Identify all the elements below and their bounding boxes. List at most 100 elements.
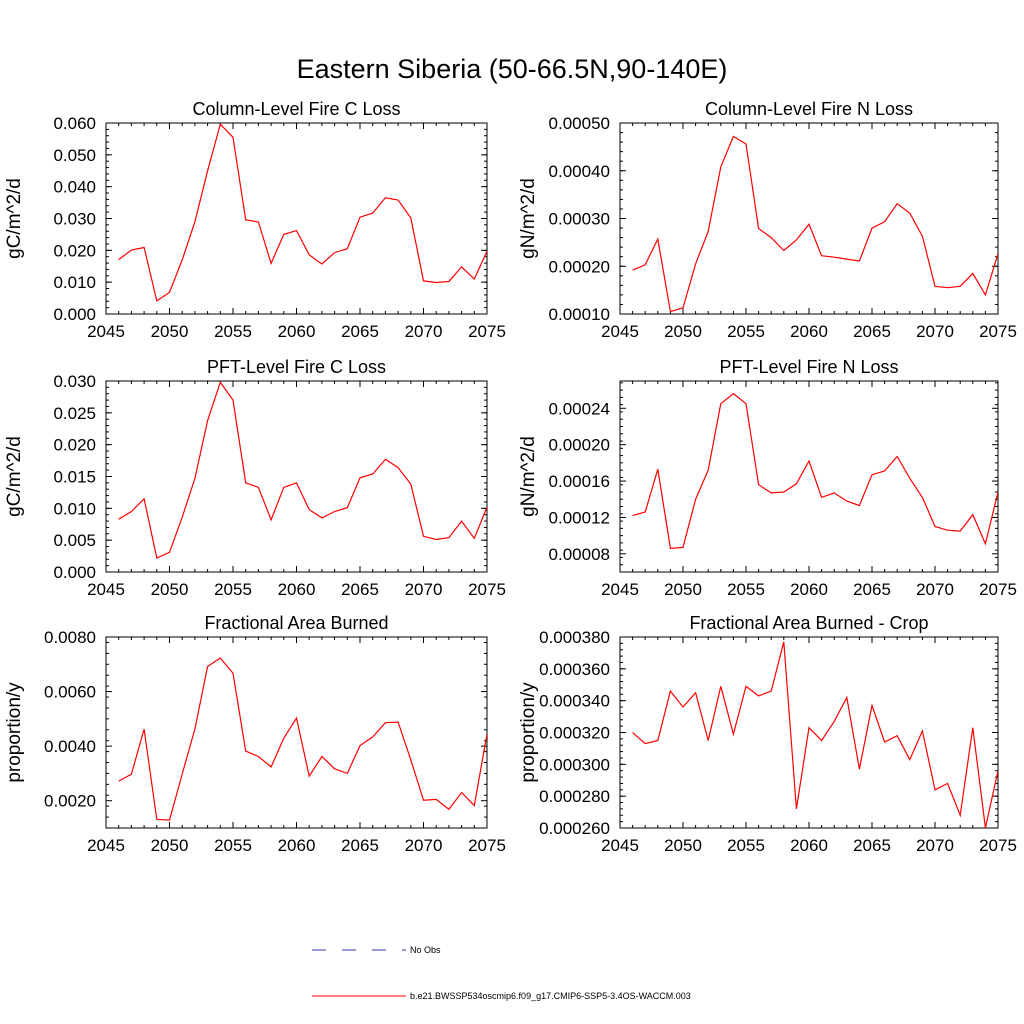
x-tick-label: 2045 (601, 836, 639, 855)
x-tick-label: 2060 (278, 836, 316, 855)
y-axis-label: gC/m^2/d (4, 436, 25, 517)
x-tick-label: 2060 (278, 580, 316, 599)
x-tick-label: 2045 (601, 580, 639, 599)
y-tick-label: 0.000 (53, 305, 96, 324)
x-tick-label: 2070 (916, 580, 954, 599)
x-tick-label: 2060 (790, 836, 828, 855)
chart-panel-6: Fractional Area Burned - Crop proportion/… (518, 613, 1017, 855)
chart-panel-4: PFT-Level Fire N Loss gN/m^2/d 2045 2050 205… (518, 357, 1017, 599)
x-tick-label: 2055 (214, 322, 252, 341)
x-tick-label: 2070 (916, 836, 954, 855)
y-tick-label: 0.0020 (44, 792, 96, 811)
x-tick-label: 2065 (853, 580, 891, 599)
x-tick-label: 2055 (727, 580, 765, 599)
y-tick-label: 0.00024 (549, 399, 610, 418)
y-tick-label: 0.00020 (549, 257, 610, 276)
x-tick-label: 2050 (151, 836, 189, 855)
panel-title: PFT-Level Fire C Loss (207, 357, 386, 377)
x-tick-label: 2050 (664, 836, 702, 855)
panel-title: Column-Level Fire C Loss (192, 99, 400, 119)
x-tick-label: 2045 (87, 836, 125, 855)
y-axis-label: gC/m^2/d (4, 178, 25, 259)
y-tick-label: 0.000320 (539, 724, 610, 743)
y-tick-label: 0.060 (53, 114, 96, 133)
series-line-1 (118, 123, 487, 302)
x-tick-label: 2075 (979, 836, 1017, 855)
x-tick-label: 2045 (87, 580, 125, 599)
y-tick-label: 0.00012 (549, 508, 610, 527)
y-tick-label: 0.000380 (539, 628, 610, 647)
series-line-1 (632, 641, 998, 828)
x-tick-label: 2075 (468, 580, 506, 599)
x-tick-label: 2070 (405, 322, 443, 341)
y-tick-label: 0.000 (53, 563, 96, 582)
x-tick-label: 2070 (405, 836, 443, 855)
x-tick-label: 2065 (341, 836, 379, 855)
x-tick-label: 2075 (468, 322, 506, 341)
y-tick-label: 0.030 (53, 372, 96, 391)
plot-frame (105, 380, 488, 573)
x-tick-label: 2050 (664, 322, 702, 341)
figure-title: Eastern Siberia (50-66.5N,90-140E) (297, 54, 728, 84)
y-tick-label: 0.005 (53, 531, 96, 550)
x-tick-label: 2055 (214, 836, 252, 855)
y-tick-label: 0.00020 (549, 436, 610, 455)
series-line-1 (118, 381, 487, 559)
plot-frame (619, 380, 999, 573)
x-tick-label: 2045 (87, 322, 125, 341)
x-tick-label: 2050 (151, 580, 189, 599)
y-tick-label: 0.0060 (44, 683, 96, 702)
legend: No Obs b.e21.BWSSP534oscmip6.f09_g17.CMIP… (312, 945, 691, 1001)
y-tick-label: 0.000260 (539, 819, 610, 838)
y-tick-label: 0.020 (53, 241, 96, 260)
x-tick-label: 2070 (916, 322, 954, 341)
x-tick-label: 2060 (790, 580, 828, 599)
y-tick-label: 0.030 (53, 210, 96, 229)
y-tick-label: 0.025 (53, 404, 96, 423)
x-tick-label: 2075 (979, 580, 1017, 599)
y-tick-label: 0.010 (53, 499, 96, 518)
y-tick-label: 0.00030 (549, 210, 610, 229)
panel-title: Fractional Area Burned (204, 613, 388, 633)
series-line-1 (632, 392, 998, 550)
y-tick-label: 0.015 (53, 468, 96, 487)
y-tick-label: 0.040 (53, 178, 96, 197)
chart-panel-5: Fractional Area Burned proportion/y 2045 20… (4, 613, 506, 855)
plot-frame (105, 122, 488, 315)
y-tick-label: 0.00008 (549, 545, 610, 564)
y-tick-label: 0.00040 (549, 162, 610, 181)
y-tick-label: 0.0080 (44, 628, 96, 647)
y-tick-label: 0.00050 (549, 114, 610, 133)
x-tick-label: 2050 (664, 580, 702, 599)
y-tick-label: 0.000300 (539, 755, 610, 774)
legend-label-2: b.e21.BWSSP534oscmip6.f09_g17.CMIP6-SSP5… (410, 991, 691, 1001)
series-line-1 (632, 135, 998, 313)
y-axis-label: gN/m^2/d (518, 436, 539, 517)
panels: Column-Level Fire C Loss gC/m^2/d 2045 2050… (4, 99, 1017, 855)
chart-panel-1: Column-Level Fire C Loss gC/m^2/d 2045 2050… (4, 99, 506, 341)
x-tick-label: 2050 (151, 322, 189, 341)
x-tick-label: 2065 (341, 580, 379, 599)
y-tick-label: 0.010 (53, 273, 96, 292)
x-tick-label: 2065 (341, 322, 379, 341)
x-tick-label: 2075 (468, 836, 506, 855)
x-tick-label: 2055 (214, 580, 252, 599)
x-tick-label: 2060 (790, 322, 828, 341)
plot-frame (619, 122, 999, 315)
y-axis-label: proportion/y (4, 682, 25, 783)
legend-label-1: No Obs (410, 945, 441, 955)
x-tick-label: 2055 (727, 322, 765, 341)
y-axis-label: proportion/y (518, 682, 539, 783)
x-tick-label: 2065 (853, 322, 891, 341)
x-tick-label: 2075 (979, 322, 1017, 341)
x-tick-label: 2070 (405, 580, 443, 599)
x-tick-label: 2055 (727, 836, 765, 855)
chart-panel-2: Column-Level Fire N Loss gN/m^2/d 2045 2050… (518, 99, 1017, 341)
y-tick-label: 0.00010 (549, 305, 610, 324)
panel-title: Column-Level Fire N Loss (705, 99, 913, 119)
x-tick-label: 2065 (853, 836, 891, 855)
panel-title: PFT-Level Fire N Loss (719, 357, 898, 377)
y-tick-label: 0.020 (53, 436, 96, 455)
y-tick-label: 0.050 (53, 146, 96, 165)
y-tick-label: 0.0040 (44, 737, 96, 756)
